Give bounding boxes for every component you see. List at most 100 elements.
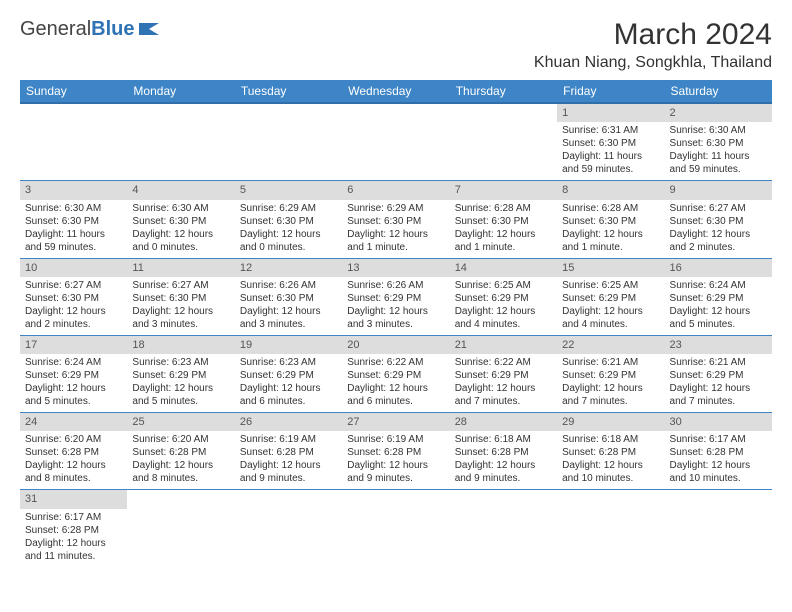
sunset-line: Sunset: 6:28 PM	[25, 524, 122, 537]
day-content: Sunrise: 6:29 AMSunset: 6:30 PMDaylight:…	[342, 200, 449, 258]
logo-text-a: General	[20, 18, 91, 41]
daylight-line: Daylight: 12 hours and 8 minutes.	[132, 459, 229, 485]
calendar-cell: 5Sunrise: 6:29 AMSunset: 6:30 PMDaylight…	[235, 181, 342, 258]
calendar-cell: 24Sunrise: 6:20 AMSunset: 6:28 PMDayligh…	[20, 413, 127, 490]
day-number: 8	[557, 181, 664, 199]
daylight-line: Daylight: 12 hours and 9 minutes.	[347, 459, 444, 485]
calendar-cell	[127, 490, 234, 567]
day-number: 28	[450, 413, 557, 431]
day-content: Sunrise: 6:17 AMSunset: 6:28 PMDaylight:…	[20, 509, 127, 567]
day-number: 17	[20, 336, 127, 354]
daylight-line: Daylight: 12 hours and 5 minutes.	[132, 382, 229, 408]
day-number: 16	[665, 259, 772, 277]
sunrise-line: Sunrise: 6:18 AM	[562, 433, 659, 446]
day-content: Sunrise: 6:17 AMSunset: 6:28 PMDaylight:…	[665, 431, 772, 489]
day-header: Monday	[127, 80, 234, 103]
sunrise-line: Sunrise: 6:26 AM	[347, 279, 444, 292]
calendar-cell	[235, 103, 342, 181]
calendar-cell: 6Sunrise: 6:29 AMSunset: 6:30 PMDaylight…	[342, 181, 449, 258]
daylight-line: Daylight: 12 hours and 3 minutes.	[240, 305, 337, 331]
calendar-cell: 27Sunrise: 6:19 AMSunset: 6:28 PMDayligh…	[342, 413, 449, 490]
sunrise-line: Sunrise: 6:30 AM	[132, 202, 229, 215]
day-number: 24	[20, 413, 127, 431]
day-content: Sunrise: 6:29 AMSunset: 6:30 PMDaylight:…	[235, 200, 342, 258]
sunrise-line: Sunrise: 6:19 AM	[240, 433, 337, 446]
sunset-line: Sunset: 6:29 PM	[347, 292, 444, 305]
day-header: Tuesday	[235, 80, 342, 103]
daylight-line: Daylight: 12 hours and 3 minutes.	[347, 305, 444, 331]
day-number: 4	[127, 181, 234, 199]
calendar-cell: 29Sunrise: 6:18 AMSunset: 6:28 PMDayligh…	[557, 413, 664, 490]
calendar-cell: 1Sunrise: 6:31 AMSunset: 6:30 PMDaylight…	[557, 103, 664, 181]
sunrise-line: Sunrise: 6:31 AM	[562, 124, 659, 137]
day-number: 10	[20, 259, 127, 277]
day-number: 11	[127, 259, 234, 277]
sunset-line: Sunset: 6:30 PM	[347, 215, 444, 228]
daylight-line: Daylight: 12 hours and 1 minute.	[455, 228, 552, 254]
logo-text-b: Blue	[91, 18, 134, 41]
daylight-line: Daylight: 12 hours and 6 minutes.	[347, 382, 444, 408]
day-content: Sunrise: 6:22 AMSunset: 6:29 PMDaylight:…	[450, 354, 557, 412]
daylight-line: Daylight: 12 hours and 10 minutes.	[670, 459, 767, 485]
sunrise-line: Sunrise: 6:22 AM	[347, 356, 444, 369]
calendar-cell: 11Sunrise: 6:27 AMSunset: 6:30 PMDayligh…	[127, 258, 234, 335]
calendar-cell	[450, 103, 557, 181]
calendar-head: SundayMondayTuesdayWednesdayThursdayFrid…	[20, 80, 772, 103]
day-content: Sunrise: 6:26 AMSunset: 6:29 PMDaylight:…	[342, 277, 449, 335]
daylight-line: Daylight: 12 hours and 6 minutes.	[240, 382, 337, 408]
day-content: Sunrise: 6:30 AMSunset: 6:30 PMDaylight:…	[665, 122, 772, 180]
day-content: Sunrise: 6:28 AMSunset: 6:30 PMDaylight:…	[557, 200, 664, 258]
day-number: 23	[665, 336, 772, 354]
sunrise-line: Sunrise: 6:21 AM	[562, 356, 659, 369]
calendar-row: 24Sunrise: 6:20 AMSunset: 6:28 PMDayligh…	[20, 413, 772, 490]
sunset-line: Sunset: 6:29 PM	[562, 369, 659, 382]
calendar-cell	[557, 490, 664, 567]
daylight-line: Daylight: 12 hours and 8 minutes.	[25, 459, 122, 485]
sunset-line: Sunset: 6:30 PM	[132, 292, 229, 305]
day-number: 2	[665, 104, 772, 122]
sunset-line: Sunset: 6:30 PM	[670, 137, 767, 150]
daylight-line: Daylight: 12 hours and 0 minutes.	[132, 228, 229, 254]
daylight-line: Daylight: 12 hours and 9 minutes.	[240, 459, 337, 485]
day-content: Sunrise: 6:28 AMSunset: 6:30 PMDaylight:…	[450, 200, 557, 258]
sunset-line: Sunset: 6:29 PM	[347, 369, 444, 382]
calendar-row: 3Sunrise: 6:30 AMSunset: 6:30 PMDaylight…	[20, 181, 772, 258]
sunset-line: Sunset: 6:30 PM	[25, 292, 122, 305]
sunrise-line: Sunrise: 6:25 AM	[455, 279, 552, 292]
calendar-cell	[450, 490, 557, 567]
day-content: Sunrise: 6:27 AMSunset: 6:30 PMDaylight:…	[20, 277, 127, 335]
day-content: Sunrise: 6:25 AMSunset: 6:29 PMDaylight:…	[450, 277, 557, 335]
day-number: 18	[127, 336, 234, 354]
day-header: Wednesday	[342, 80, 449, 103]
day-content: Sunrise: 6:19 AMSunset: 6:28 PMDaylight:…	[342, 431, 449, 489]
calendar-cell: 31Sunrise: 6:17 AMSunset: 6:28 PMDayligh…	[20, 490, 127, 567]
daylight-line: Daylight: 12 hours and 7 minutes.	[455, 382, 552, 408]
day-number: 6	[342, 181, 449, 199]
calendar-row: 10Sunrise: 6:27 AMSunset: 6:30 PMDayligh…	[20, 258, 772, 335]
calendar-cell	[665, 490, 772, 567]
sunrise-line: Sunrise: 6:27 AM	[132, 279, 229, 292]
title-block: March 2024 Khuan Niang, Songkhla, Thaila…	[534, 18, 772, 72]
calendar-cell	[127, 103, 234, 181]
day-content: Sunrise: 6:24 AMSunset: 6:29 PMDaylight:…	[665, 277, 772, 335]
sunset-line: Sunset: 6:29 PM	[25, 369, 122, 382]
daylight-line: Daylight: 12 hours and 1 minute.	[347, 228, 444, 254]
daylight-line: Daylight: 12 hours and 5 minutes.	[670, 305, 767, 331]
day-content: Sunrise: 6:21 AMSunset: 6:29 PMDaylight:…	[665, 354, 772, 412]
calendar-cell: 13Sunrise: 6:26 AMSunset: 6:29 PMDayligh…	[342, 258, 449, 335]
sunrise-line: Sunrise: 6:30 AM	[25, 202, 122, 215]
calendar-cell: 20Sunrise: 6:22 AMSunset: 6:29 PMDayligh…	[342, 335, 449, 412]
day-content: Sunrise: 6:20 AMSunset: 6:28 PMDaylight:…	[20, 431, 127, 489]
day-header: Saturday	[665, 80, 772, 103]
day-number: 21	[450, 336, 557, 354]
calendar-cell: 10Sunrise: 6:27 AMSunset: 6:30 PMDayligh…	[20, 258, 127, 335]
day-number: 22	[557, 336, 664, 354]
day-number: 27	[342, 413, 449, 431]
sunset-line: Sunset: 6:28 PM	[25, 446, 122, 459]
calendar-cell: 16Sunrise: 6:24 AMSunset: 6:29 PMDayligh…	[665, 258, 772, 335]
day-number: 5	[235, 181, 342, 199]
sunrise-line: Sunrise: 6:24 AM	[670, 279, 767, 292]
sunset-line: Sunset: 6:28 PM	[670, 446, 767, 459]
daylight-line: Daylight: 12 hours and 5 minutes.	[25, 382, 122, 408]
sunset-line: Sunset: 6:28 PM	[240, 446, 337, 459]
